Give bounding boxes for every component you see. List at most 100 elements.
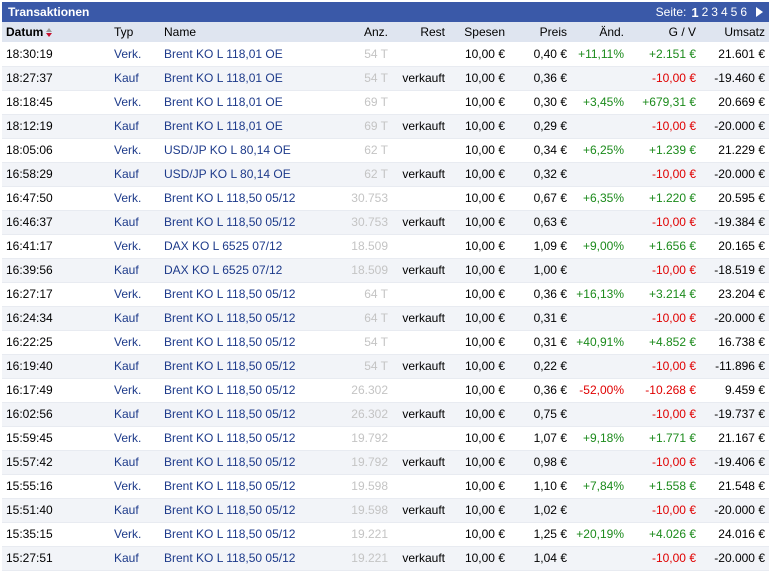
cell-umsatz: 20.669 € — [700, 90, 769, 115]
column-header-gv[interactable]: G / V — [668, 25, 696, 39]
next-page-icon[interactable] — [756, 7, 763, 17]
cell-typ[interactable]: Kauf — [110, 450, 160, 475]
table-row: 16:47:50 Verk. Brent KO L 118,50 05/12 30.7… — [2, 186, 769, 211]
cell-umsatz: -20.000 € — [700, 162, 769, 187]
cell-name[interactable]: Brent KO L 118,50 05/12 — [160, 450, 342, 475]
cell-name[interactable]: Brent KO L 118,50 05/12 — [160, 498, 342, 523]
cell-datum: 16:02:56 — [2, 402, 110, 427]
cell-typ[interactable]: Verk. — [110, 186, 160, 211]
cell-typ[interactable]: Verk. — [110, 378, 160, 403]
cell-rest — [392, 426, 449, 451]
cell-typ[interactable]: Kauf — [110, 210, 160, 235]
cell-name[interactable]: Brent KO L 118,50 05/12 — [160, 354, 342, 379]
cell-name[interactable]: Brent KO L 118,50 05/12 — [160, 522, 342, 547]
sort-icon[interactable] — [46, 28, 53, 38]
cell-typ[interactable]: Verk. — [110, 234, 160, 259]
cell-preis: 0,36 € — [509, 378, 571, 403]
page-link-5[interactable]: 5 — [730, 5, 738, 19]
cell-typ[interactable]: Verk. — [110, 138, 160, 163]
cell-name[interactable]: USD/JP KO L 80,14 OE — [160, 138, 342, 163]
cell-name[interactable]: Brent KO L 118,50 05/12 — [160, 402, 342, 427]
cell-umsatz: 9.459 € — [700, 378, 769, 403]
cell-gv: +4.026 € — [628, 522, 700, 547]
cell-name[interactable]: Brent KO L 118,01 OE — [160, 42, 342, 67]
cell-name[interactable]: Brent KO L 118,50 05/12 — [160, 330, 342, 355]
column-header-spesen[interactable]: Spesen — [464, 25, 505, 39]
cell-aend — [571, 546, 628, 571]
cell-name[interactable]: Brent KO L 118,50 05/12 — [160, 474, 342, 499]
column-header-umsatz[interactable]: Umsatz — [724, 25, 765, 39]
cell-name[interactable]: Brent KO L 118,50 05/12 — [160, 426, 342, 451]
cell-typ[interactable]: Verk. — [110, 282, 160, 307]
cell-typ[interactable]: Kauf — [110, 162, 160, 187]
cell-name[interactable]: DAX KO L 6525 07/12 — [160, 234, 342, 259]
cell-name[interactable]: Brent KO L 118,01 OE — [160, 66, 342, 91]
column-header-aend[interactable]: Änd. — [599, 25, 624, 39]
cell-name[interactable]: Brent KO L 118,01 OE — [160, 114, 342, 139]
cell-name[interactable]: Brent KO L 118,50 05/12 — [160, 210, 342, 235]
pagination-label: Seite: — [655, 5, 687, 19]
cell-typ[interactable]: Verk. — [110, 474, 160, 499]
page-link-1[interactable]: 1 — [691, 4, 699, 20]
cell-gv: +1.239 € — [628, 138, 700, 163]
page-link-3[interactable]: 3 — [711, 5, 718, 19]
cell-typ[interactable]: Kauf — [110, 498, 160, 523]
page-link-2[interactable]: 2 — [701, 5, 709, 19]
cell-typ[interactable]: Kauf — [110, 66, 160, 91]
page-link-6[interactable]: 6 — [740, 5, 747, 19]
panel-title: Transaktionen — [8, 5, 90, 19]
cell-aend — [571, 306, 628, 331]
column-header-anz[interactable]: Anz. — [363, 25, 388, 39]
cell-anz: 19.221 — [342, 546, 392, 571]
cell-datum: 16:46:37 — [2, 210, 110, 235]
cell-rest — [392, 282, 449, 307]
cell-anz: 54 T — [342, 354, 392, 379]
cell-typ[interactable]: Verk. — [110, 90, 160, 115]
cell-typ[interactable]: Kauf — [110, 546, 160, 571]
column-header-preis[interactable]: Preis — [539, 25, 567, 39]
cell-typ[interactable]: Kauf — [110, 354, 160, 379]
cell-rest: verkauft — [392, 258, 449, 283]
cell-name[interactable]: Brent KO L 118,50 05/12 — [160, 546, 342, 571]
cell-typ[interactable]: Verk. — [110, 330, 160, 355]
cell-anz: 64 T — [342, 282, 392, 307]
cell-anz: 19.792 — [342, 426, 392, 451]
cell-typ[interactable]: Verk. — [110, 522, 160, 547]
cell-preis: 0,22 € — [509, 354, 571, 379]
cell-typ[interactable]: Verk. — [110, 42, 160, 67]
cell-spesen: 10,00 € — [449, 258, 509, 283]
table-row: 18:30:19 Verk. Brent KO L 118,01 OE 54 T 10,… — [2, 42, 769, 67]
cell-typ[interactable]: Kauf — [110, 258, 160, 283]
cell-name[interactable]: Brent KO L 118,50 05/12 — [160, 282, 342, 307]
cell-anz: 18.509 — [342, 258, 392, 283]
cell-typ[interactable]: Verk. — [110, 426, 160, 451]
cell-umsatz: -20.000 € — [700, 546, 769, 571]
column-header-typ[interactable]: Typ — [114, 25, 134, 39]
cell-umsatz: 20.165 € — [700, 234, 769, 259]
cell-name[interactable]: Brent KO L 118,50 05/12 — [160, 306, 342, 331]
cell-preis: 0,36 € — [509, 66, 571, 91]
column-header-datum[interactable]: Datum — [2, 22, 110, 42]
pagination: Seite: 1 2 3 4 5 6 — [656, 5, 763, 20]
cell-name[interactable]: DAX KO L 6525 07/12 — [160, 258, 342, 283]
cell-typ[interactable]: Kauf — [110, 114, 160, 139]
cell-typ[interactable]: Kauf — [110, 402, 160, 427]
cell-spesen: 10,00 € — [449, 306, 509, 331]
cell-preis: 1,02 € — [509, 498, 571, 523]
cell-typ[interactable]: Kauf — [110, 306, 160, 331]
cell-name[interactable]: USD/JP KO L 80,14 OE — [160, 162, 342, 187]
cell-gv: -10,00 € — [628, 66, 700, 91]
column-header-rest[interactable]: Rest — [420, 25, 445, 39]
cell-datum: 18:05:06 — [2, 138, 110, 163]
cell-name[interactable]: Brent KO L 118,50 05/12 — [160, 186, 342, 211]
cell-name[interactable]: Brent KO L 118,01 OE — [160, 90, 342, 115]
cell-gv: -10,00 € — [628, 546, 700, 571]
cell-anz: 64 T — [342, 306, 392, 331]
column-header-name[interactable]: Name — [164, 25, 197, 39]
page-link-4[interactable]: 4 — [720, 5, 728, 19]
cell-name[interactable]: Brent KO L 118,50 05/12 — [160, 378, 342, 403]
column-header-datum-label: Datum — [6, 25, 44, 39]
cell-aend — [571, 402, 628, 427]
cell-spesen: 10,00 € — [449, 546, 509, 571]
